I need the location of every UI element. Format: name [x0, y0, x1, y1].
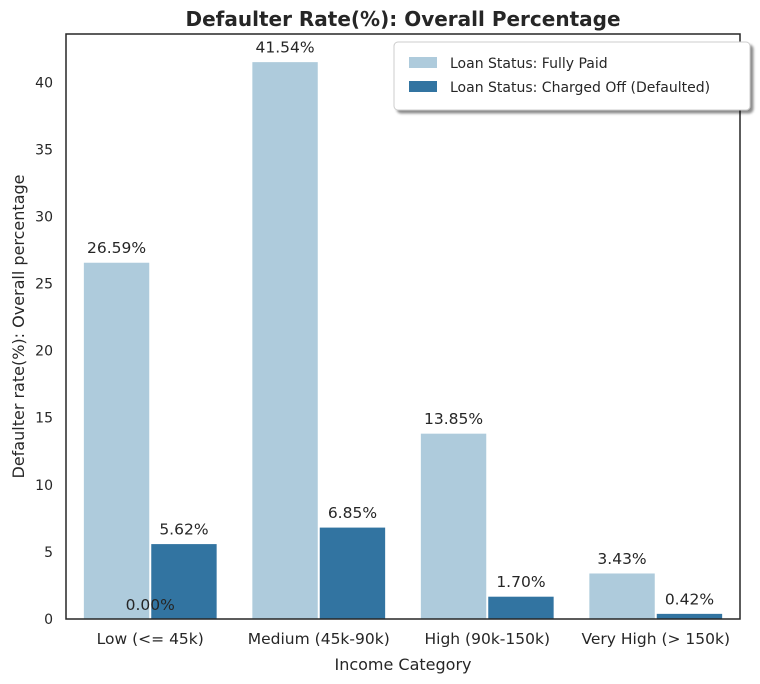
bar-fully-paid-low-45k: [82, 261, 151, 620]
y-axis: 0 5 10 15 20 25 30 35 40: [35, 75, 53, 628]
bars-layer: [82, 61, 724, 620]
y-tick-label: 5: [44, 545, 53, 561]
data-label-charged-off-medium-45k-90k: 6.85%: [328, 504, 377, 522]
bar-charged-off-high-90k-150k: [487, 595, 555, 620]
legend-box: [393, 41, 751, 111]
data-labels-layer: 26.59% 41.54% 13.85% 3.43% 5.62% 6.85% 1.70% 0.…: [87, 39, 714, 614]
y-tick-label: 30: [35, 209, 53, 225]
data-label-fully-paid-very-high-150k: 3.43%: [597, 550, 646, 568]
y-tick-label: 10: [35, 478, 53, 494]
x-tick-label-low-45k: Low (<= 45k): [97, 630, 204, 648]
data-label-charged-off-low-45k: 5.62%: [159, 521, 208, 539]
data-label-fully-paid-high-90k-150k: 13.85%: [424, 410, 483, 428]
y-tick-label: 20: [35, 344, 53, 360]
plot-frame: [65, 33, 741, 620]
bar-fully-paid-high-90k-150k: [419, 432, 488, 620]
data-label-extra-zero: 0.00%: [126, 596, 175, 614]
y-tick-label: 25: [35, 277, 53, 293]
x-tick-label-high-90k-150k: High (90k-150k): [425, 630, 551, 648]
legend-label-fully-paid: Loan Status: Fully Paid: [450, 56, 608, 72]
data-label-fully-paid-medium-45k-90k: 41.54%: [255, 39, 314, 57]
chart-title: Defaulter Rate(%): Overall Percentage: [185, 7, 620, 31]
x-axis: Low (<= 45k) Medium (45k-90k) High (90k-15…: [97, 630, 730, 648]
legend-swatch-charged-off: [409, 81, 437, 92]
y-axis-label: Defaulter rate(%): Overall percentage: [9, 175, 28, 479]
legend-swatch-fully-paid: [409, 57, 437, 68]
y-tick-label: 15: [35, 411, 53, 427]
bar-charged-off-medium-45k-90k: [318, 526, 387, 620]
data-label-charged-off-high-90k-150k: 1.70%: [496, 573, 545, 591]
bar-fully-paid-medium-45k-90k: [251, 61, 319, 620]
bar-fully-paid-very-high-150k: [588, 572, 656, 620]
legend: Loan Status: Fully Paid Loan Status: Cha…: [393, 41, 751, 111]
data-label-charged-off-very-high-150k: 0.42%: [665, 590, 714, 608]
y-tick-label: 0: [44, 612, 53, 628]
data-label-fully-paid-low-45k: 26.59%: [87, 239, 146, 257]
x-tick-label-very-high-150k: Very High (> 150k): [581, 630, 730, 648]
bar-charged-off-very-high-150k: [655, 612, 724, 620]
x-axis-label: Income Category: [334, 655, 471, 674]
y-tick-label: 40: [35, 75, 53, 91]
legend-label-charged-off: Loan Status: Charged Off (Defaulted): [450, 80, 710, 96]
x-tick-label-medium-45k-90k: Medium (45k-90k): [248, 630, 390, 648]
y-tick-label: 35: [35, 142, 53, 158]
